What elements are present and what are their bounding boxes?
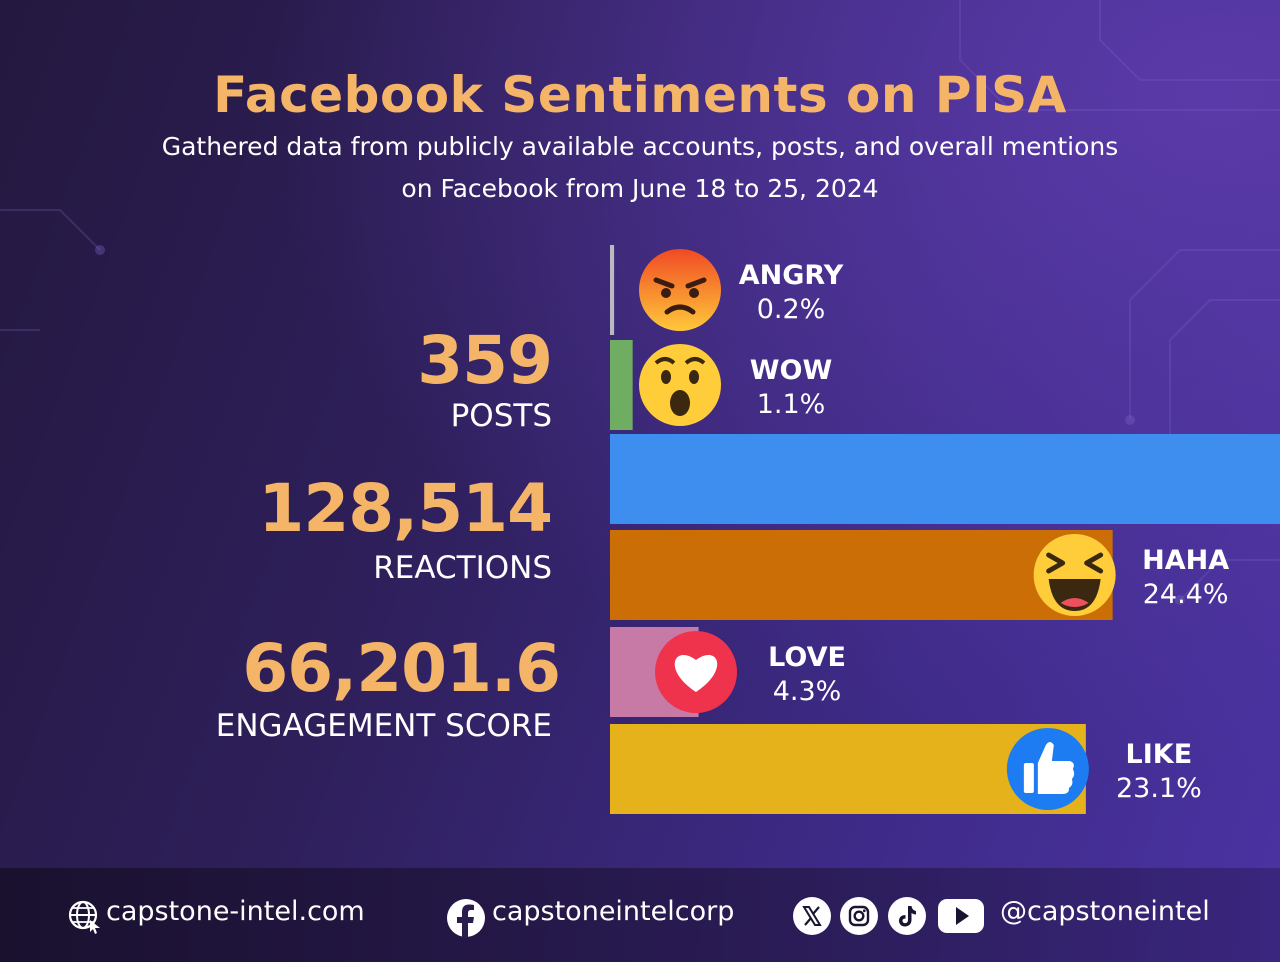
haha-value-label: 24.4% bbox=[1143, 579, 1229, 610]
like-value-label: 23.1% bbox=[1116, 773, 1202, 804]
angry-category-label: ANGRY bbox=[739, 260, 844, 291]
instagram-icon[interactable] bbox=[839, 896, 879, 936]
love-category-label: LOVE bbox=[768, 642, 846, 673]
facebook-icon bbox=[447, 899, 485, 938]
tiktok-icon[interactable] bbox=[887, 896, 927, 936]
haha-bar bbox=[610, 530, 1113, 620]
globe-icon bbox=[68, 900, 100, 934]
reactions-value: 128,514 bbox=[258, 470, 553, 547]
haha-category-label: HAHA bbox=[1142, 545, 1229, 576]
angry-emoji-icon bbox=[639, 249, 721, 331]
like-thumb-icon bbox=[1006, 728, 1089, 810]
footer-bar bbox=[0, 868, 1280, 962]
wow-bar bbox=[610, 340, 633, 430]
posts-label: POSTS bbox=[450, 398, 552, 434]
wow-emoji-icon bbox=[639, 344, 721, 426]
haha-emoji-icon bbox=[1033, 534, 1116, 616]
wow-value-label: 1.1% bbox=[757, 389, 826, 420]
engagement-value: 66,201.6 bbox=[242, 630, 561, 707]
love-heart-icon bbox=[655, 631, 737, 713]
posts-value: 359 bbox=[417, 322, 553, 399]
engagement-label: ENGAGEMENT SCORE bbox=[215, 708, 552, 744]
wow-category-label: WOW bbox=[750, 355, 833, 386]
love-value-label: 4.3% bbox=[773, 676, 842, 707]
page-title: Facebook Sentiments on PISA bbox=[213, 66, 1067, 124]
subtitle-line-1: Gathered data from publicly available ac… bbox=[161, 132, 1119, 161]
reactions-label: REACTIONS bbox=[373, 550, 552, 586]
website-link[interactable]: capstone-intel.com bbox=[106, 896, 365, 927]
angry-bar bbox=[610, 245, 615, 335]
sad-bar bbox=[610, 434, 1280, 524]
like-bar bbox=[610, 724, 1086, 814]
facebook-link[interactable]: capstoneintelcorp bbox=[492, 896, 735, 927]
social-handle[interactable]: @capstoneintel bbox=[1000, 896, 1210, 927]
page-subtitle: Gathered data from publicly available ac… bbox=[120, 126, 1160, 210]
like-category-label: LIKE bbox=[1126, 739, 1193, 770]
youtube-icon[interactable] bbox=[936, 894, 986, 938]
x-icon[interactable] bbox=[792, 896, 832, 936]
angry-value-label: 0.2% bbox=[757, 294, 826, 325]
subtitle-line-2: on Facebook from June 18 to 25, 2024 bbox=[401, 174, 879, 203]
